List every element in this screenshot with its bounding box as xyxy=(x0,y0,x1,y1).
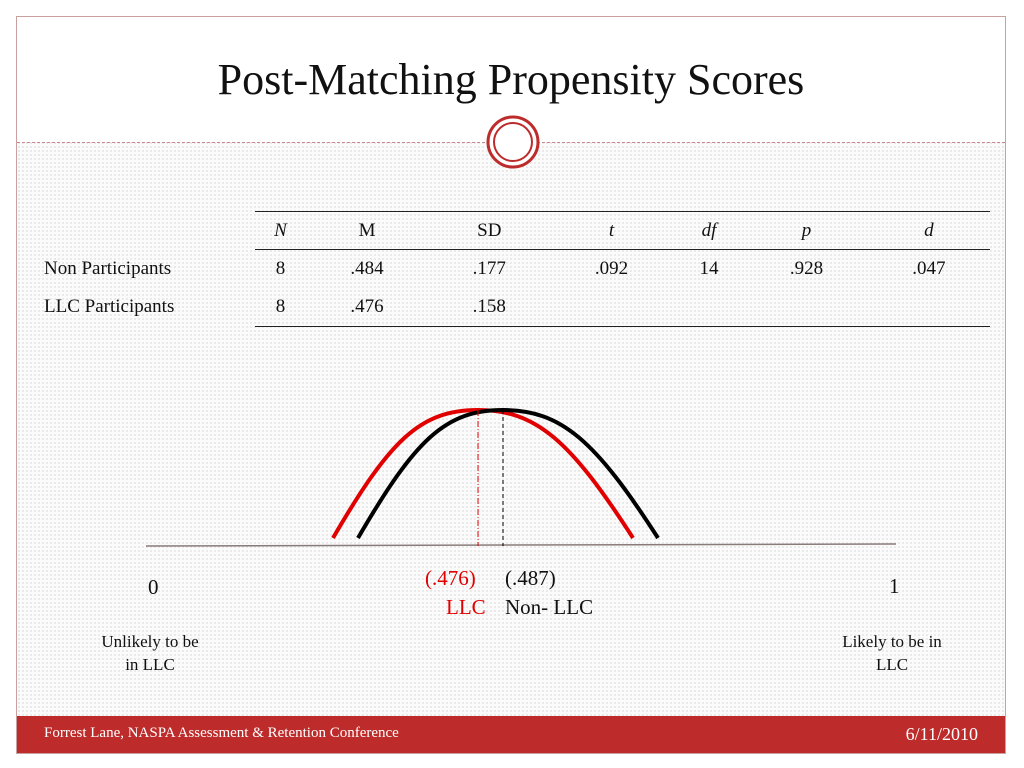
table-cell: .928 xyxy=(789,258,824,279)
circle-ornament-icon xyxy=(486,115,540,169)
header-d: d xyxy=(867,211,990,250)
table-row: Non Participants 8 .484 .177 .092 14 .92… xyxy=(34,250,990,289)
header-m: M xyxy=(305,211,429,250)
header-p: p xyxy=(745,211,868,250)
llc-label: LLC xyxy=(446,595,486,619)
row-label: LLC Participants xyxy=(44,296,175,318)
axis-min-label: 0 xyxy=(148,575,159,599)
table-cell: .177 xyxy=(472,258,506,279)
table-cell: .047 xyxy=(912,258,946,279)
footer-text: Forrest Lane, NASPA Assessment & Retenti… xyxy=(44,725,399,741)
table-cell: .476 xyxy=(305,288,429,327)
left-caption-line: in LLC xyxy=(125,655,175,674)
table-cell: .484 xyxy=(350,258,384,279)
table-cell: 8 xyxy=(255,288,306,327)
table-cell xyxy=(867,288,990,327)
table-header-row: N M SD t df p d xyxy=(34,211,990,250)
llc-value-label: (.476) xyxy=(425,566,476,590)
header-n: N xyxy=(255,211,306,250)
llc-curve xyxy=(331,407,635,540)
header-sd: SD xyxy=(428,211,551,250)
footer-bar: Forrest Lane, NASPA Assessment & Retenti… xyxy=(17,716,1005,753)
table-cell xyxy=(550,288,673,327)
left-caption: Unlikely to be in LLC xyxy=(70,630,230,676)
left-caption-line: Unlikely to be xyxy=(101,632,199,651)
row-label: Non Participants xyxy=(44,257,172,279)
right-caption-line: LLC xyxy=(875,655,909,674)
table-cell: 8 xyxy=(275,258,286,279)
nonllc-label: Non- LLC xyxy=(505,595,594,619)
header-df: df xyxy=(672,211,746,250)
header-t: t xyxy=(550,211,673,250)
table-cell: .158 xyxy=(428,288,551,327)
nonllc-curve xyxy=(356,407,660,540)
slide-title: Post-Matching Propensity Scores xyxy=(217,55,805,104)
table-row: LLC Participants 8 .476 .158 xyxy=(34,288,990,327)
table-cell xyxy=(672,288,746,327)
footer-date: 6/11/2010 xyxy=(905,724,978,744)
statistics-table: N M SD t df p d Non Participants 8 .484 … xyxy=(34,211,990,327)
right-caption: Likely to be in LLC xyxy=(812,630,972,676)
nonllc-value-label: (.487) xyxy=(505,566,556,590)
axis-max-label: 1 xyxy=(889,574,900,598)
baseline-axis xyxy=(145,543,897,547)
table-cell xyxy=(745,288,868,327)
table-cell: .092 xyxy=(594,258,629,279)
right-caption-line: Likely to be in xyxy=(842,632,942,651)
table-cell: 14 xyxy=(699,258,719,279)
